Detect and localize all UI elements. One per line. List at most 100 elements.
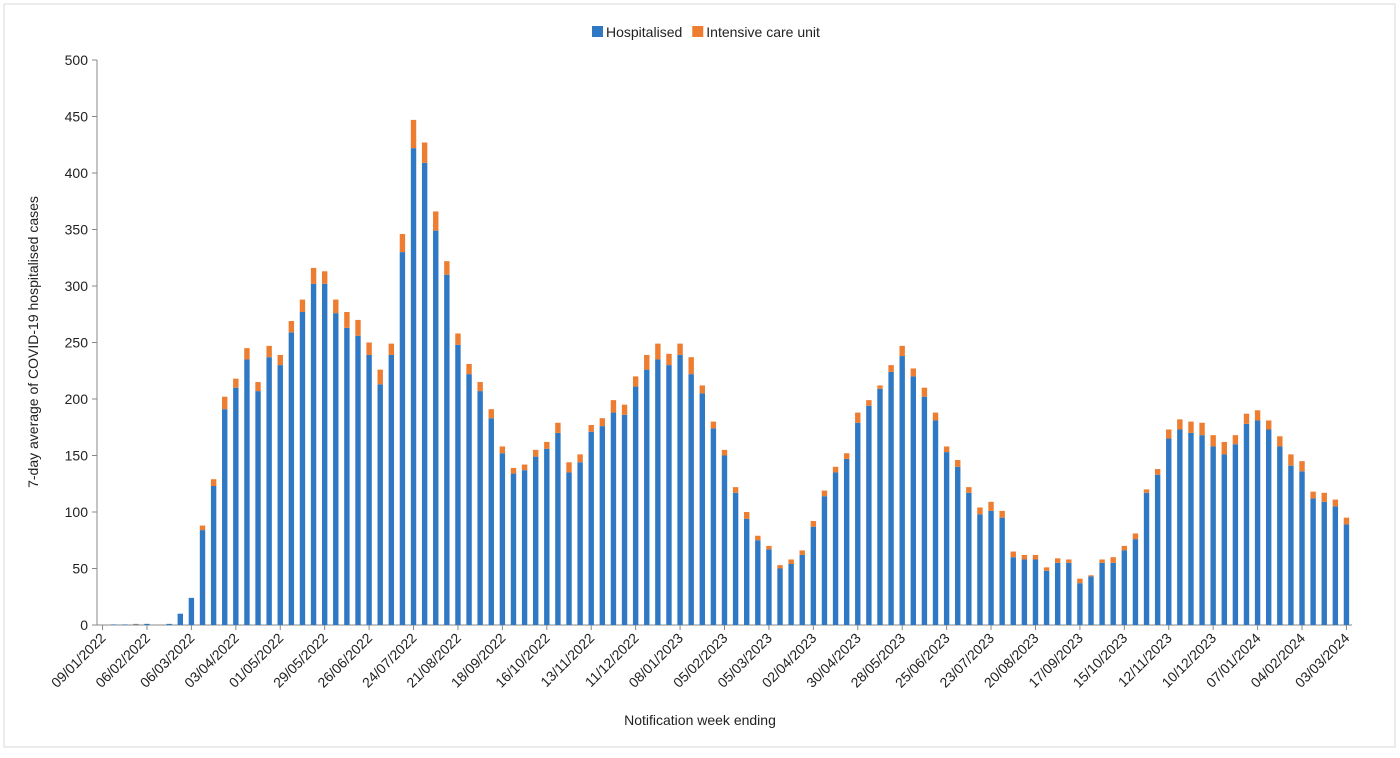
bar-segment (999, 510, 1005, 518)
bar-segment (1243, 413, 1250, 424)
bar-segment (1088, 575, 1094, 577)
bar-segment (688, 357, 694, 375)
bar-segment (1310, 498, 1316, 625)
bar-segment (966, 487, 972, 493)
bar-segment (110, 624, 117, 625)
bar-segment (299, 299, 306, 312)
bar-segment (521, 464, 528, 471)
bar-segment (1032, 554, 1039, 560)
y-tick-label: 500 (65, 52, 89, 68)
bar-segment (888, 365, 894, 372)
bar-segment (1343, 524, 1350, 625)
bar-segment (277, 365, 283, 625)
bar-segment (1166, 429, 1172, 439)
bar-segment (366, 354, 372, 625)
bar-segment (1277, 436, 1283, 447)
bar-segment (433, 211, 439, 231)
bar-segment (1321, 501, 1327, 625)
bar-segment (821, 490, 828, 497)
bar-segment (421, 162, 428, 625)
bar-segment (644, 369, 650, 625)
bar-segment (788, 559, 794, 564)
bar-segment (910, 376, 917, 625)
bar-segment (677, 343, 683, 355)
bar-segment (1132, 533, 1139, 540)
bar-segment (399, 252, 406, 625)
bar-segment (1243, 423, 1250, 625)
bar-segment (133, 624, 139, 625)
bar-segment (510, 473, 517, 625)
bar-segment (532, 449, 539, 457)
bar-segment (632, 376, 639, 387)
bar-segment (810, 521, 817, 527)
bar-segment (843, 458, 850, 625)
bar-segment (1266, 429, 1272, 625)
bar-segment (1321, 492, 1327, 502)
bar-segment (877, 388, 883, 625)
legend-swatch (592, 26, 603, 37)
bar-segment (610, 400, 617, 413)
bar-segment (810, 526, 817, 625)
bar-segment (866, 400, 872, 406)
bar-segment (1266, 420, 1272, 430)
bar-segment (699, 385, 705, 394)
bar-segment (1110, 562, 1116, 625)
bar-segment (1154, 469, 1161, 475)
bar-segment (899, 356, 905, 625)
bar-segment (366, 342, 372, 355)
bar-segment (677, 354, 683, 625)
y-axis-title: 7-day average of COVID-19 hospitalised c… (25, 196, 41, 488)
legend-label: Intensive care unit (706, 24, 820, 40)
bar-segment (521, 470, 528, 625)
bar-segment (766, 545, 772, 550)
bar-segment (566, 462, 572, 473)
bar-segment (466, 374, 472, 625)
bar-segment (544, 448, 550, 625)
bar-segment (699, 393, 705, 625)
bar-segment (932, 412, 939, 421)
bar-segment (955, 460, 961, 467)
bar-segment (732, 492, 739, 625)
bar-segment (255, 382, 261, 392)
bar-segment (444, 274, 450, 625)
bar-segment (899, 345, 905, 357)
bar-segment (277, 354, 283, 366)
bar-segment (477, 382, 483, 392)
bar-segment (721, 449, 728, 456)
bar-segment (1299, 471, 1305, 625)
bar-segment (1177, 429, 1183, 625)
bar-segment (488, 418, 494, 625)
y-tick-label: 200 (65, 391, 89, 407)
bar-segment (910, 368, 917, 377)
bar-segment (832, 466, 839, 473)
bar-segment (588, 431, 594, 625)
bar-segment (866, 405, 872, 625)
bar-segment (1121, 545, 1128, 551)
bar-segment (1221, 454, 1227, 625)
bar-segment (932, 420, 939, 625)
bar-segment (977, 514, 983, 625)
bar-segment (555, 432, 561, 625)
bar-segment (210, 479, 217, 487)
bar-segment (244, 359, 250, 625)
bar-segment (1277, 446, 1283, 625)
bar-segment (1054, 562, 1061, 625)
bar-segment (288, 321, 295, 333)
bar-segment (210, 486, 217, 625)
bar-segment (799, 554, 805, 625)
y-tick-label: 0 (80, 617, 88, 633)
bar-segment (688, 374, 694, 625)
bar-segment (1199, 435, 1205, 625)
bar-segment (710, 428, 717, 625)
bar-segment (610, 412, 617, 625)
bar-segment (921, 387, 928, 397)
legend-swatch (692, 26, 704, 37)
bar-segment (1077, 583, 1083, 625)
bar-segment (655, 359, 661, 625)
bar-segment (1221, 441, 1227, 455)
bar-segment (355, 335, 361, 625)
bar-segment (421, 142, 428, 163)
bar-segment (1332, 506, 1339, 625)
bar-segment (621, 414, 628, 625)
bar-segment (1210, 435, 1216, 447)
